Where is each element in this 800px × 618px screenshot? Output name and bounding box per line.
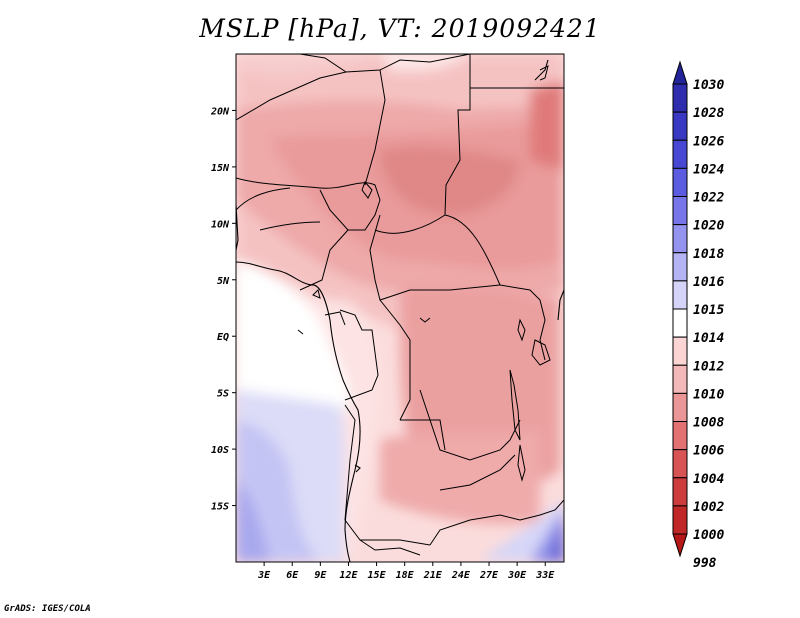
lat-tick-label: 10S [211,445,229,456]
grads-credit: GrADS: IGES/COLA [4,604,91,614]
colorbar-label: 1022 [693,191,724,206]
colorbar-segment [672,421,688,451]
lon-tick-label: 33E [535,570,555,581]
lon-tick-label: 30E [507,570,527,581]
colorbar-label: 1020 [693,219,724,234]
colorbar-segment [672,392,688,422]
latitude-axis: 20N 15N 10N 5N EQ 5S 10S 15S [210,106,236,513]
colorbar-segment [672,167,688,197]
colorbar-label: 1014 [693,331,724,346]
lat-tick-label: EQ [217,332,229,343]
colorbar-segment [672,224,688,254]
map-title: MSLP [hPa], VT: 2019092421 [199,14,601,43]
colorbar: 1030 1028 1026 1024 1022 1020 1018 1016 1015 1014… [672,60,724,571]
lon-tick-label: 27E [479,570,499,581]
colorbar-segment [672,449,688,479]
lakes [297,65,551,482]
colorbar-segment [672,252,688,282]
lon-tick-label: 3E [257,570,271,581]
colorbar-label: 998 [693,556,717,571]
lat-tick-label: 5S [217,389,229,400]
colorbar-label: 1030 [693,78,724,93]
lon-tick-label: 12E [339,570,358,581]
longitude-axis: 3E 6E 9E 12E 15E 18E 21E 24E 27E 30E 33E [257,562,555,581]
lon-tick-label: 9E [314,570,327,581]
lat-tick-label: 10N [211,219,230,230]
pressure-field [236,54,564,562]
colorbar-label: 1016 [693,275,724,290]
colorbar-label: 1026 [693,134,724,149]
colorbar-label: 1002 [693,500,724,515]
colorbar-segment [672,477,688,507]
colorbar-label: 1006 [693,444,724,459]
colorbar-top-arrow [672,60,688,85]
colorbar-label: 1024 [693,162,724,177]
lat-tick-label: 5N [217,276,230,287]
lat-tick-label: 20N [210,106,230,117]
colorbar-label: 1000 [693,528,724,543]
colorbar-label: 1018 [693,247,724,262]
colorbar-segment [672,364,688,394]
lat-tick-label: 15S [211,502,229,513]
coastline [236,59,564,562]
lon-tick-label: 6E [286,570,299,581]
lat-tick-label: 15N [211,163,230,174]
map-frame [235,53,565,563]
lon-tick-label: 24E [451,570,471,581]
colorbar-label: 1008 [693,416,724,431]
lon-tick-label: 15E [368,570,387,581]
colorbar-label: 1012 [693,359,724,374]
colorbar-label: 1004 [693,472,724,487]
colorbar-segment [672,336,688,366]
colorbar-segment [672,196,688,226]
colorbar-segment [672,280,688,310]
colorbar-segment [672,139,688,169]
lon-tick-label: 21E [423,570,443,581]
colorbar-bottom-arrow [672,533,688,558]
colorbar-label: 1028 [693,106,724,121]
lon-tick-label: 18E [396,570,415,581]
colorbar-label: 1015 [693,303,724,318]
colorbar-segment [672,505,688,535]
colorbar-segment [672,308,688,338]
colorbar-label: 1010 [693,387,724,402]
colorbar-segment [672,111,688,141]
colorbar-segment [672,83,688,113]
